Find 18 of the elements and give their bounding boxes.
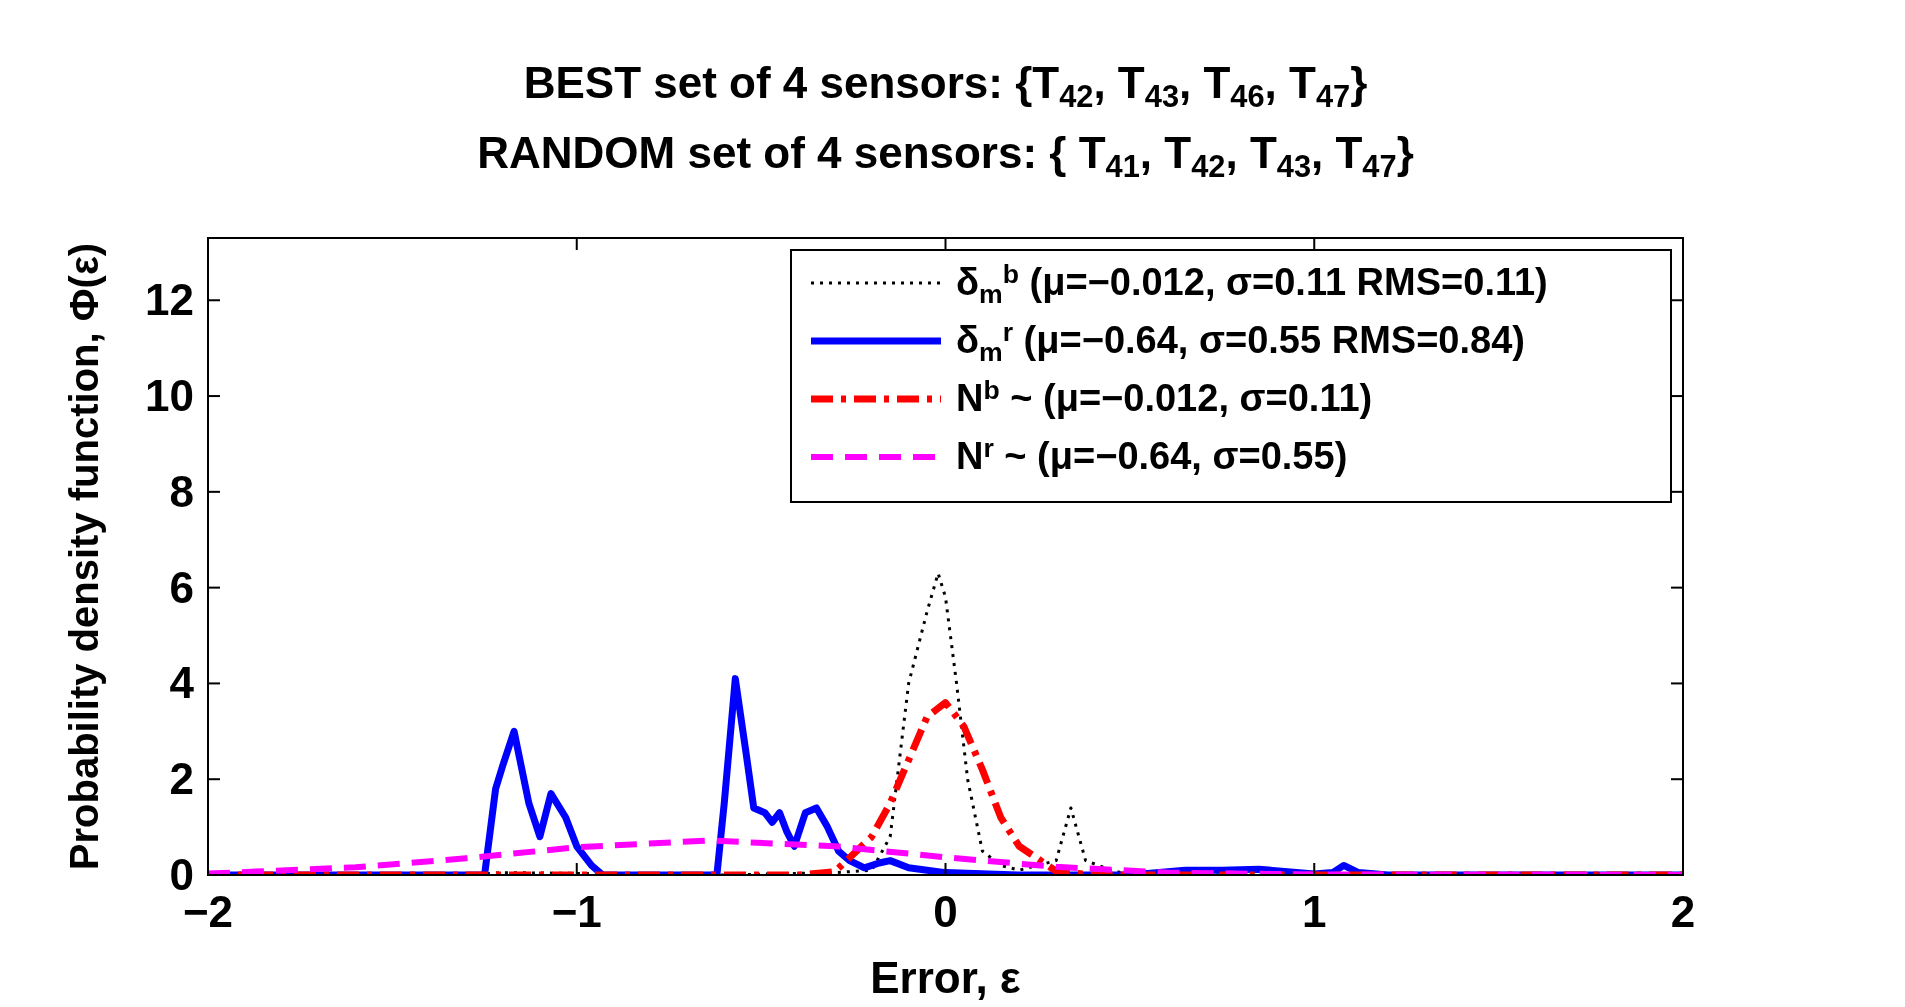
legend-label: δ$_{m}$$^{b}$ (μ=−0.012, σ=0.11 RMS=0.11) [956, 258, 1548, 310]
y-tick-label: 10 [145, 371, 194, 421]
y-tick-label: 8 [169, 466, 194, 516]
y-tick-label: 2 [169, 754, 194, 804]
x-tick-label: 2 [1670, 887, 1696, 936]
legend-label: δ$_{m}$$^{r}$ (μ=−0.64, σ=0.55 RMS=0.84) [956, 316, 1525, 368]
y-tick-label: 6 [169, 562, 194, 612]
text: RANDOM set of 4 sensors: { T$_{41}$, T$_{42}$, T$_{43}$, T$_{47}$} [477, 128, 1414, 185]
y-tick-label: 4 [169, 658, 195, 708]
y-tick-label: 12 [145, 275, 194, 325]
x-tick-label: −1 [551, 887, 602, 936]
x-tick-label: 1 [1302, 887, 1327, 936]
y-axis-title: Probability density function, Φ(ε) [62, 242, 106, 871]
legend-label: N$^{r}$ ~ (μ=−0.64, σ=0.55) [956, 432, 1348, 477]
x-axis-title: Error, ε [870, 953, 1021, 1002]
chart-title: BEST set of 4 sensors: {T$_{42}$, T$_{43}$, T$_{46}$, T$_{47}$} [523, 58, 1368, 115]
x-tick-label: 0 [933, 887, 958, 936]
legend-label: N$^{b}$ ~ (μ=−0.012, σ=0.11) [956, 374, 1373, 419]
